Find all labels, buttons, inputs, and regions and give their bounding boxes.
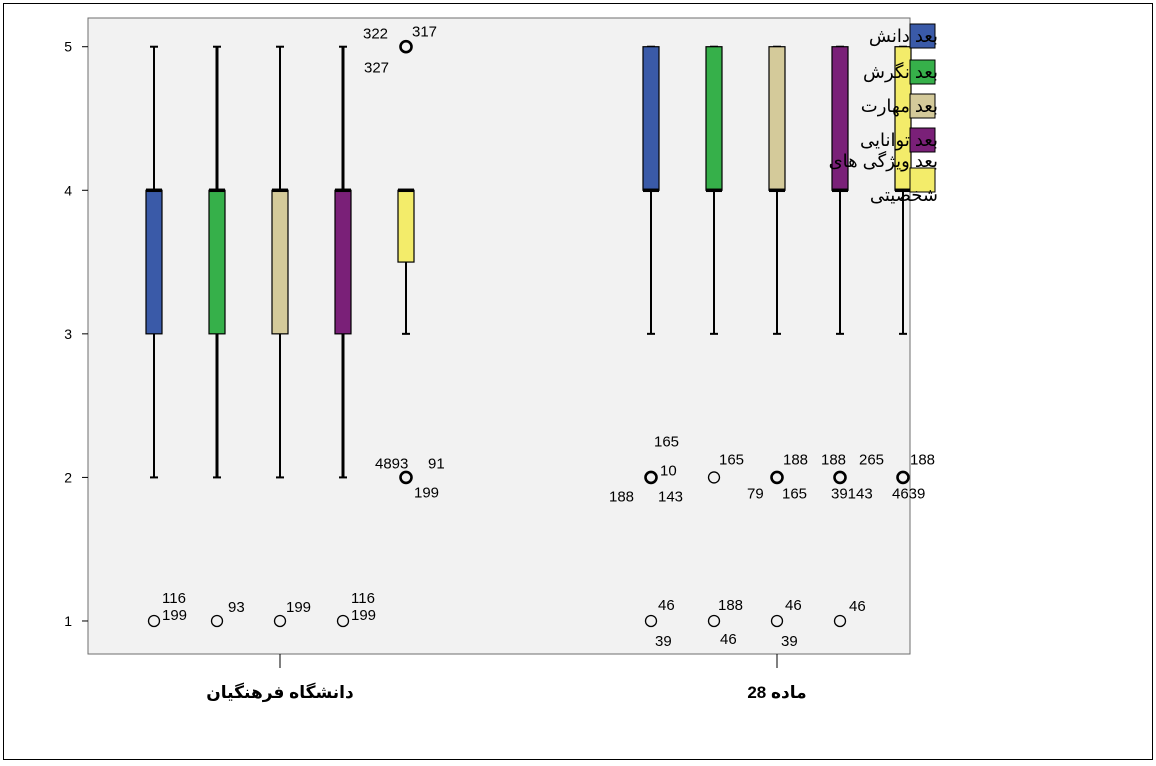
outlier-marker [399,39,413,54]
outlier-marker [644,470,658,485]
legend-swatch [909,23,936,49]
outlier-marker [273,614,287,628]
outlier-marker [147,614,161,628]
outlier-label: 79 [747,485,764,502]
outlier-label: 4639 [892,485,925,502]
outlier-label: 199 [414,484,439,501]
outlier-label: 10 [660,462,677,479]
outlier-label: 165 [782,485,807,502]
legend-label: شخصیتی [870,185,938,205]
outlier-marker [399,470,413,485]
outlier-marker [770,614,784,628]
x-category-label: دانشگاه فرهنگیان [206,682,354,703]
outlier-label: 46 [785,597,802,614]
outlier-label: 91 [428,455,445,472]
box [334,189,352,335]
outlier-label: 165 [719,451,744,468]
outlier-marker [770,470,784,485]
outlier-marker [336,614,350,628]
outlier-marker [707,614,721,628]
box [271,189,289,335]
outlier-label: 265 [859,451,884,468]
legend-label: بعد مهارت [861,96,938,117]
box [145,189,163,335]
y-tick-label: 5 [64,39,72,55]
legend-label: بعد دانش [869,26,938,46]
plot-area [87,17,911,655]
outlier-marker [707,471,721,484]
outlier-label: 46 [720,631,737,648]
outlier-marker [210,614,224,628]
outlier-label: 188 [821,451,846,468]
box [642,46,660,191]
outlier-label: 199 [162,607,187,624]
outlier-label: 39 [655,633,672,650]
legend-label: بعد توانایی [860,130,938,151]
y-tick-label: 2 [64,469,72,485]
legend-swatch [909,59,936,85]
outlier-label: 39 [781,633,798,650]
outlier-label: 188 [718,597,743,614]
legend-swatch [909,167,936,193]
legend-label: بعد نگرش [863,61,938,83]
chart-frame: 1 2 3 4 5 دانشگاه فرهنگیان ماده 28 116 199 93 199 1… [3,3,1153,760]
outlier-label: 116 [351,590,375,607]
legend-swatch [909,93,936,119]
legend-label: بعد ویژگی های [829,150,938,172]
outlier-label: 188 [910,451,935,468]
outlier-label: 116 [162,590,186,607]
outlier-label: 143 [658,488,683,505]
outlier-label: 188 [783,451,808,468]
box [705,46,723,191]
outlier-label: 46 [849,598,866,615]
outlier-label: 327 [364,60,389,77]
outlier-label: 199 [351,607,376,624]
outlier-label: 4893 [375,455,408,472]
x-category-label: ماده 28 [747,683,806,702]
outlier-label: 188 [609,488,634,505]
y-tick-label: 4 [64,182,72,198]
y-tick-label: 1 [64,613,72,629]
box [768,46,786,191]
outlier-marker [896,470,910,485]
outlier-marker [833,614,847,628]
box [397,189,415,263]
box [208,189,226,335]
outlier-marker [833,470,847,485]
legend-swatch [909,127,936,153]
outlier-label: 39143 [831,485,873,502]
outlier-label: 322 [363,26,388,43]
y-tick-label: 3 [64,326,72,342]
outlier-marker [644,614,658,628]
outlier-label: 93 [228,599,245,616]
outlier-label: 46 [658,597,675,614]
outlier-label: 199 [286,599,311,616]
outlier-label: 317 [412,24,437,41]
outlier-label: 165 [654,433,679,450]
